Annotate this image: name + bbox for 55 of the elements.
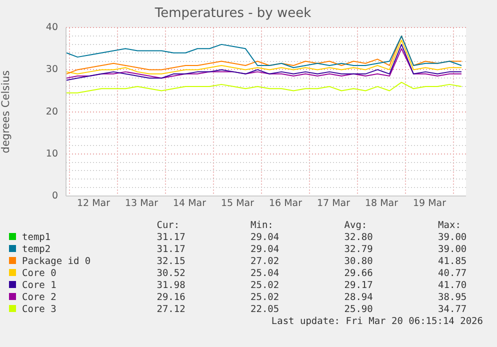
y-tick-label: 10 bbox=[46, 148, 58, 160]
text: 27.02 bbox=[250, 256, 280, 268]
text: 32.80 bbox=[344, 232, 374, 244]
text: 29.16 bbox=[156, 292, 186, 304]
y-tick-label: 40 bbox=[46, 22, 58, 34]
y-tick-label: 0 bbox=[52, 190, 58, 202]
legend-label: Core 3 bbox=[22, 304, 56, 315]
text: 40.77 bbox=[438, 268, 468, 280]
text: 32.79 bbox=[344, 244, 374, 256]
x-tick-label: 19 Mar bbox=[412, 198, 446, 210]
legend-label: Core 2 bbox=[22, 292, 56, 303]
text: 31.17 bbox=[156, 232, 186, 244]
text: 22.05 bbox=[250, 304, 280, 316]
text: 30.52 bbox=[156, 268, 186, 280]
text: 30.80 bbox=[344, 256, 374, 268]
text: 25.02 bbox=[250, 292, 280, 304]
text: 32.15 bbox=[156, 256, 186, 268]
x-tick-label: 14 Mar bbox=[172, 198, 206, 210]
text: 41.70 bbox=[438, 280, 468, 292]
legend-label: Core 0 bbox=[22, 268, 56, 279]
x-tick-label: 15 Mar bbox=[220, 198, 254, 210]
x-tick-label: 13 Mar bbox=[124, 198, 158, 210]
text: 25.04 bbox=[250, 268, 280, 280]
x-tick-label: 17 Mar bbox=[316, 198, 350, 210]
text: Max: bbox=[438, 220, 462, 232]
text: 34.77 bbox=[438, 304, 468, 316]
x-tick-label: 16 Mar bbox=[268, 198, 302, 210]
text: 31.98 bbox=[156, 280, 186, 292]
text: 25.90 bbox=[344, 304, 374, 316]
x-tick-label: 12 Mar bbox=[76, 198, 110, 210]
legend-label: temp2 bbox=[22, 244, 51, 255]
chart-title: Temperatures - by week bbox=[154, 6, 312, 22]
text: 41.85 bbox=[438, 256, 468, 268]
text: 27.12 bbox=[156, 304, 186, 316]
text: 28.94 bbox=[344, 292, 374, 304]
legend-label: Package id 0 bbox=[22, 256, 91, 267]
y-tick-label: 30 bbox=[46, 64, 58, 76]
text: 39.00 bbox=[438, 232, 468, 244]
text: 31.17 bbox=[156, 244, 186, 256]
text: 39.00 bbox=[438, 244, 468, 256]
text: 29.04 bbox=[250, 232, 280, 244]
text: Last update: Fri Mar 20 06:15:14 2026 bbox=[271, 316, 483, 327]
text: 29.17 bbox=[344, 280, 374, 292]
y-axis-title: degrees Celsius bbox=[0, 70, 12, 154]
text: 38.95 bbox=[438, 292, 468, 304]
y-tick-label: 20 bbox=[46, 106, 58, 118]
text: Min: bbox=[250, 220, 274, 232]
legend-label: temp1 bbox=[22, 232, 51, 243]
legend-label: Core 1 bbox=[22, 280, 56, 291]
text: 29.66 bbox=[344, 268, 374, 280]
text: Avg: bbox=[344, 220, 368, 232]
text: Cur: bbox=[156, 220, 181, 232]
text: 25.02 bbox=[250, 280, 280, 292]
text: 29.04 bbox=[250, 244, 280, 256]
x-tick-label: 18 Mar bbox=[364, 198, 398, 210]
